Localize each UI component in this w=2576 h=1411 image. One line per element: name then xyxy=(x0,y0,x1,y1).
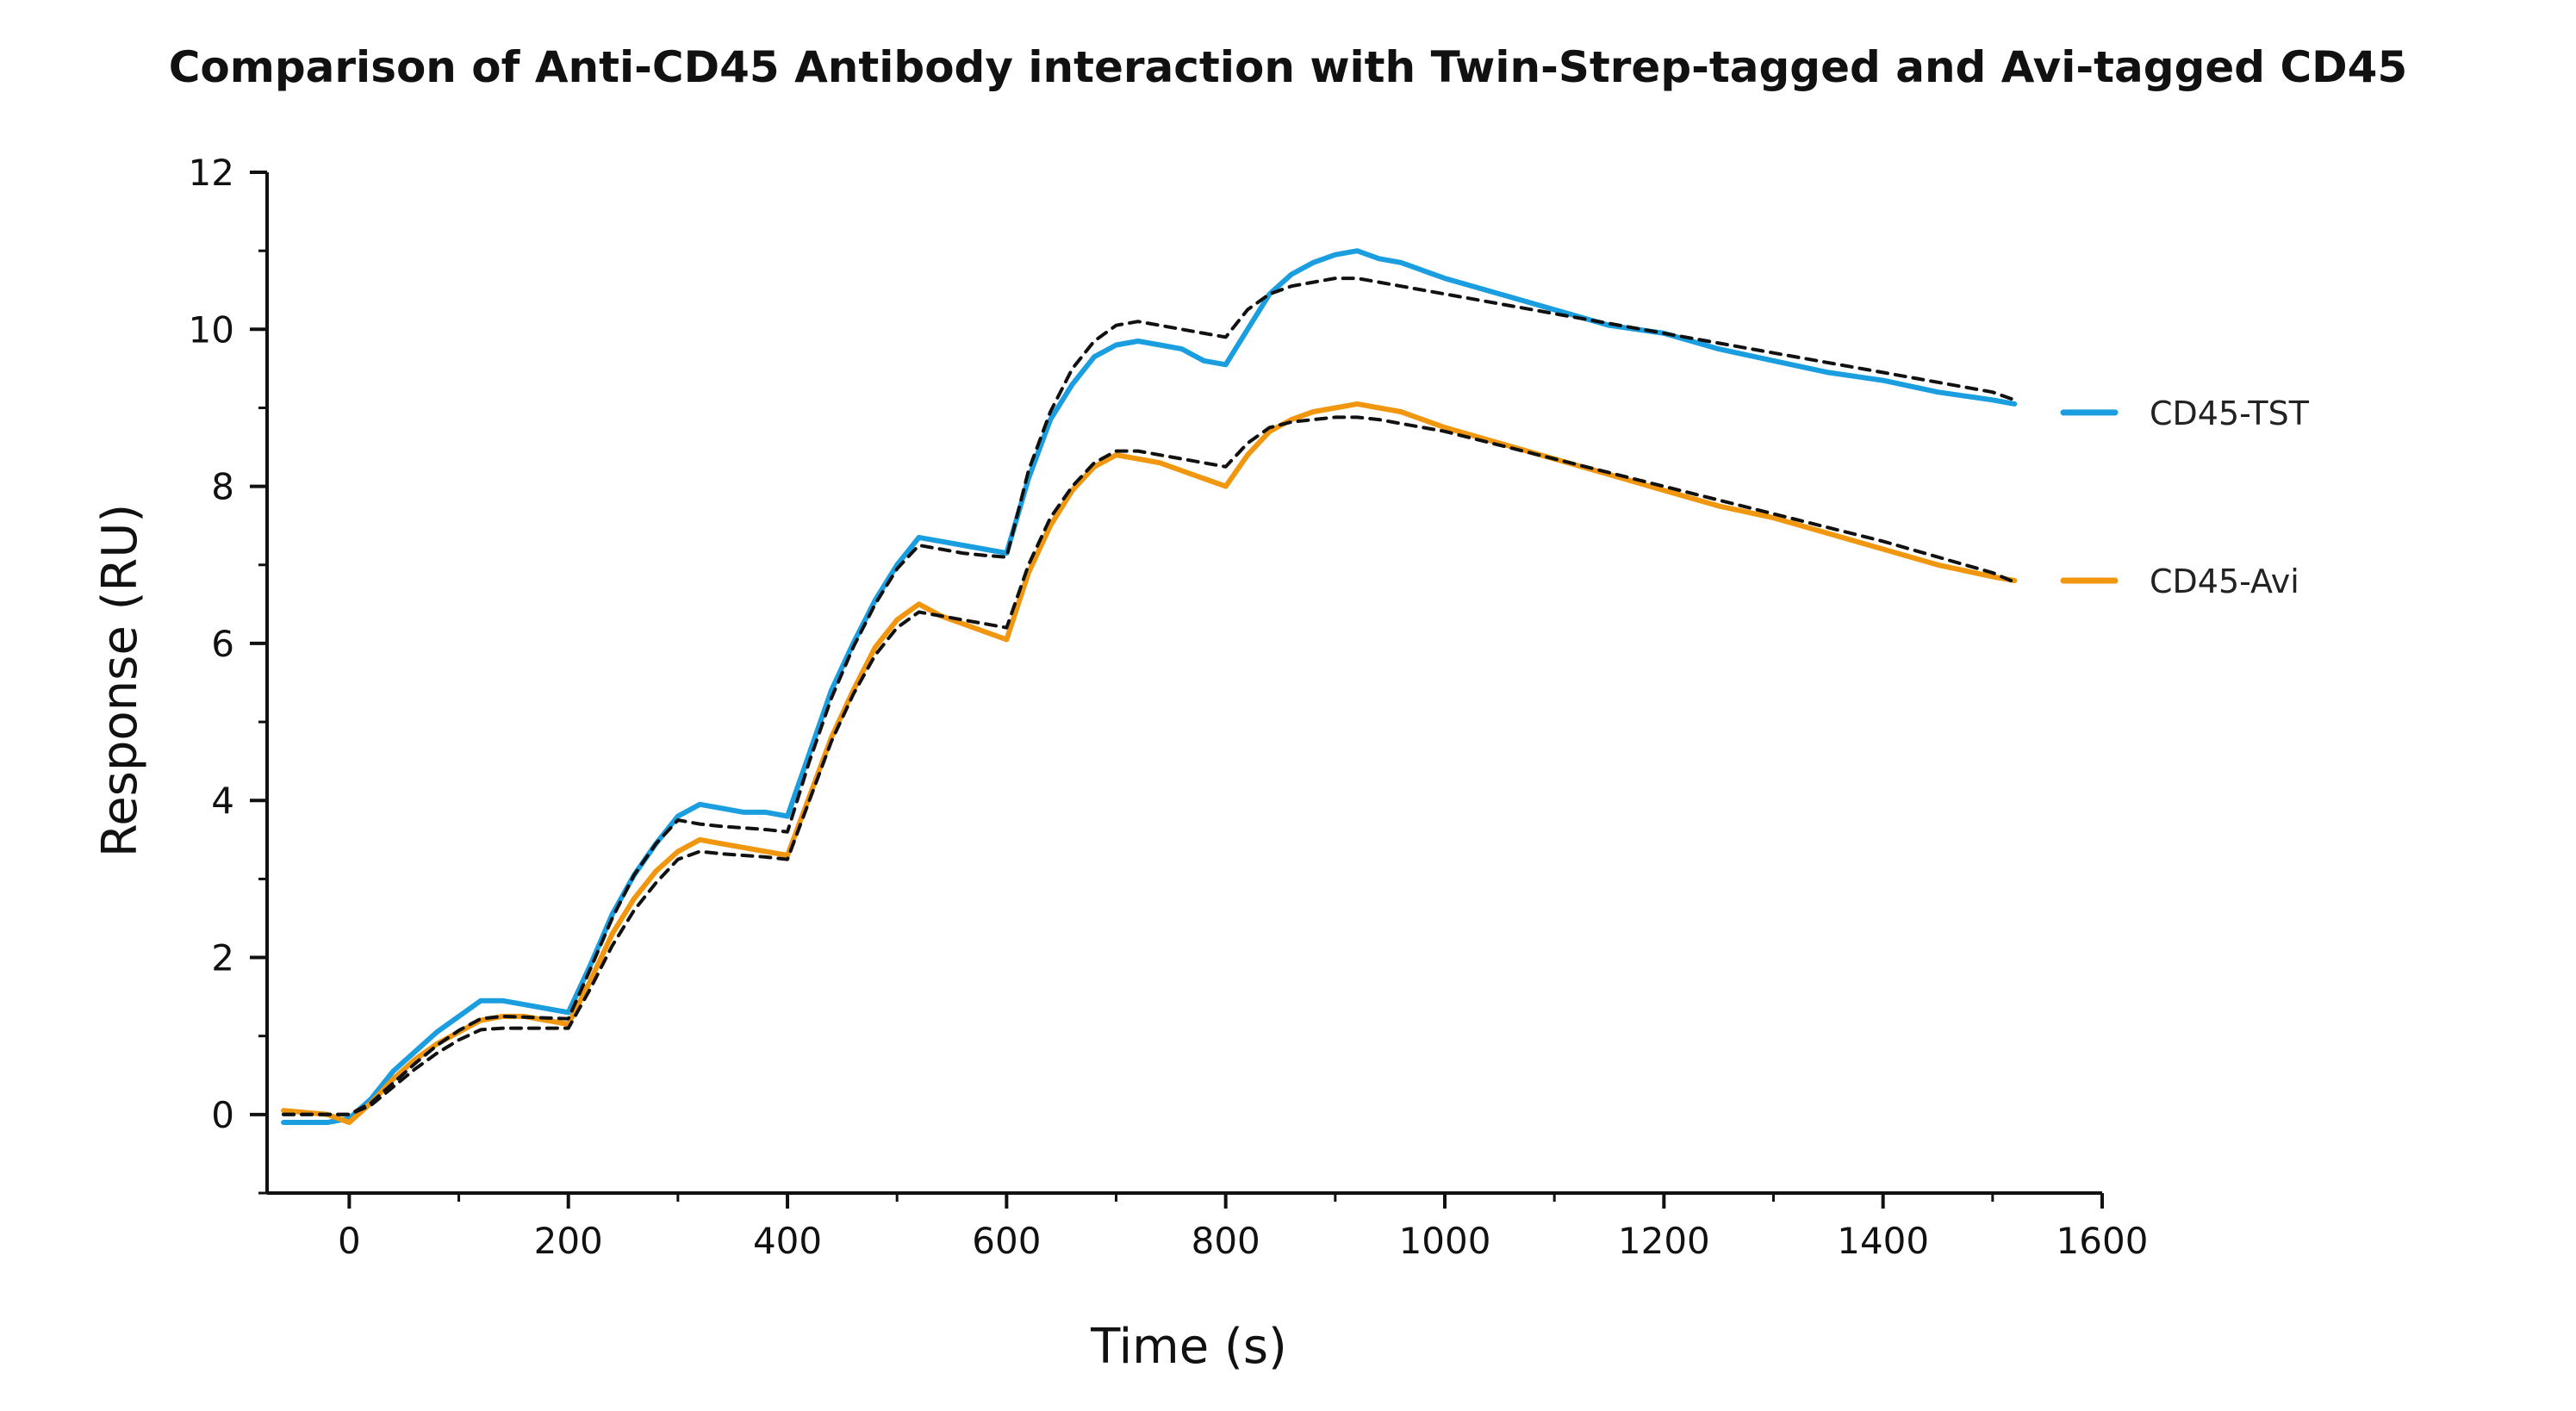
x-tick-label: 1600 xyxy=(2056,1220,2149,1262)
y-tick-label: 12 xyxy=(189,152,234,194)
y-ticks: 0 2 4 6 8 10 12 xyxy=(189,152,267,1195)
y-axis-label: Response (RU) xyxy=(92,504,148,857)
plot-area: 0 200 400 600 800 1000 1200 1400 1600 0 2 4 6 8 10 12 xyxy=(189,152,2149,1262)
x-tick-label: 400 xyxy=(753,1220,822,1262)
y-tick-label: 10 xyxy=(189,308,234,351)
y-tick-label: 0 xyxy=(211,1094,234,1136)
legend-label: CD45-TST xyxy=(2150,395,2310,432)
x-tick-label: 1200 xyxy=(1618,1220,1710,1262)
x-ticks: 0 200 400 600 800 1000 1200 1400 1600 xyxy=(338,1193,2148,1262)
legend: CD45-TST CD45-Avi xyxy=(2060,395,2310,600)
x-axis-label: Time (s) xyxy=(1090,1319,1287,1375)
fit-curve-line-3 xyxy=(282,415,2017,1116)
y-tick-label: 8 xyxy=(211,466,234,508)
x-tick-label: 200 xyxy=(534,1220,603,1262)
series-lines xyxy=(281,248,2018,1125)
x-tick-label: 1000 xyxy=(1399,1220,1491,1262)
series-line-cd45-tst xyxy=(281,248,2018,1125)
x-tick-label: 1400 xyxy=(1837,1220,1929,1262)
y-tick-label: 2 xyxy=(211,937,234,979)
fit-curve-line-2 xyxy=(282,277,2017,1116)
legend-label: CD45-Avi xyxy=(2150,563,2299,600)
series-line-cd45-avi xyxy=(281,401,2018,1125)
x-tick-label: 800 xyxy=(1192,1220,1260,1262)
x-tick-label: 600 xyxy=(972,1220,1041,1262)
y-tick-label: 6 xyxy=(211,623,234,665)
x-tick-label: 0 xyxy=(338,1220,361,1262)
y-tick-label: 4 xyxy=(211,780,234,822)
chart-title: Comparison of Anti-CD45 Antibody interac… xyxy=(169,42,2408,92)
